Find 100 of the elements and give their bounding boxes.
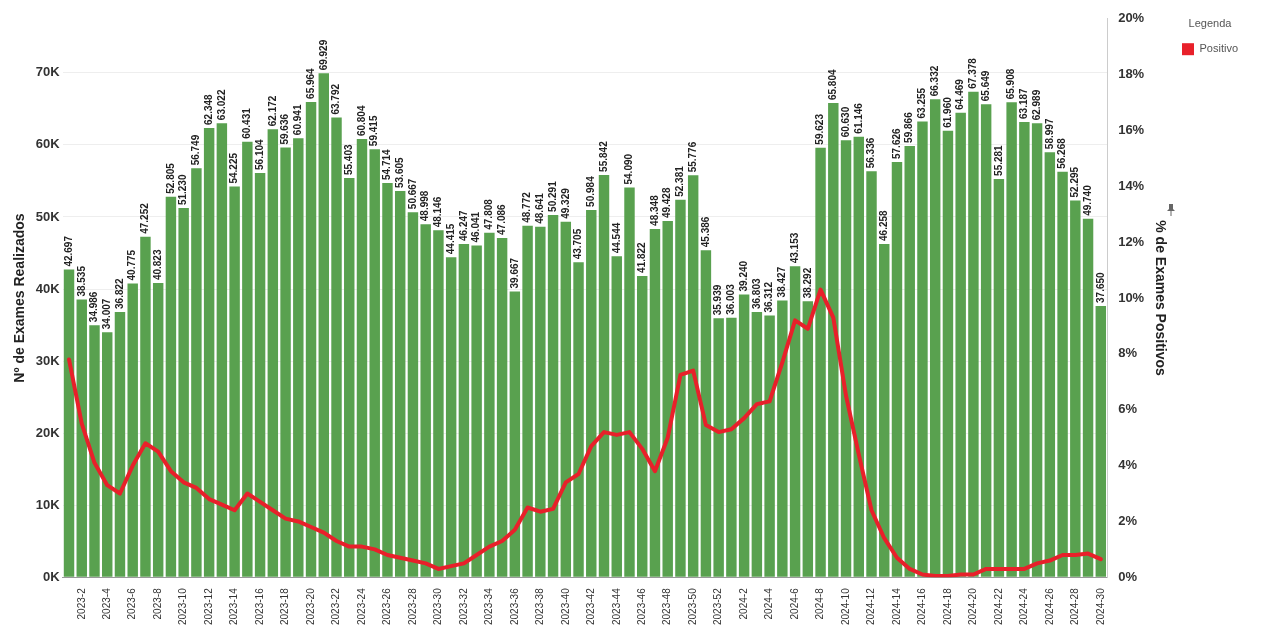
bar — [547, 214, 559, 577]
bar — [203, 127, 215, 577]
bar — [929, 99, 941, 577]
data-label: 48.998 — [419, 190, 431, 222]
data-label: 61.960 — [941, 96, 953, 128]
bar — [63, 269, 75, 577]
y2-tick-label: 18% — [1118, 66, 1145, 82]
bar — [535, 226, 546, 577]
bar — [1019, 121, 1030, 577]
bar — [114, 311, 126, 577]
legend-title: Legenda — [1188, 16, 1233, 29]
bar — [445, 257, 457, 577]
bar — [191, 168, 202, 577]
bar — [917, 121, 928, 577]
y2-tick-label: 14% — [1118, 177, 1145, 193]
x-tick-label: 2023-38 — [534, 587, 546, 625]
data-label: 56.336 — [865, 137, 877, 169]
x-tick-label: 2023-32 — [457, 587, 469, 625]
data-label: 60.804 — [355, 105, 367, 137]
bar — [76, 299, 87, 577]
bar — [229, 186, 240, 577]
bar — [356, 139, 368, 577]
bar — [904, 145, 915, 577]
bar — [662, 221, 673, 577]
bar — [879, 243, 890, 577]
data-label: 52.295 — [1069, 166, 1081, 198]
data-label: 55.842 — [597, 140, 609, 172]
data-label: 47.252 — [139, 202, 151, 234]
x-tick-label: 2024-30 — [1094, 587, 1106, 625]
x-tick-label: 2023-18 — [279, 587, 291, 625]
bar — [560, 221, 572, 577]
data-label: 55.281 — [992, 144, 1004, 176]
data-label: 54.090 — [623, 153, 635, 185]
bar — [751, 312, 763, 577]
bar — [496, 237, 508, 577]
data-label: 44.544 — [610, 222, 622, 254]
bar — [637, 275, 648, 577]
bar — [968, 91, 979, 577]
y2-tick-label: 12% — [1118, 233, 1145, 249]
data-label: 66.332 — [928, 65, 940, 97]
bar — [1057, 171, 1068, 577]
bar — [522, 225, 533, 577]
data-label: 64.469 — [954, 78, 966, 110]
data-label: 65.804 — [827, 69, 839, 101]
data-label: 59.636 — [279, 113, 291, 145]
y-tick-label: 70K — [35, 64, 61, 80]
x-tick-label: 2023-36 — [508, 587, 520, 625]
bar — [738, 294, 750, 577]
x-tick-label: 2023-44 — [610, 587, 622, 625]
bar — [573, 262, 584, 577]
x-tick-label: 2024-6 — [788, 587, 800, 620]
data-label: 62.348 — [202, 93, 214, 125]
bar — [891, 162, 903, 577]
bar — [267, 129, 279, 577]
bar — [764, 315, 775, 577]
y2-tick-label: 10% — [1118, 289, 1145, 305]
bar — [624, 187, 635, 577]
x-tick-label: 2024-16 — [916, 587, 928, 625]
bar — [700, 250, 712, 577]
bar — [598, 174, 610, 577]
y-tick-label: 40K — [35, 280, 61, 296]
y2-tick-label: 20% — [1118, 10, 1145, 26]
bar — [280, 147, 291, 577]
data-label: 36.803 — [750, 278, 762, 310]
data-label: 63.792 — [330, 83, 342, 115]
y-tick-label: 20K — [35, 424, 61, 440]
bar — [382, 183, 393, 577]
bar — [777, 300, 788, 577]
y-tick-label: 50K — [35, 208, 61, 224]
data-label: 40.775 — [126, 249, 138, 281]
x-tick-label: 2024-18 — [941, 587, 953, 625]
data-label: 36.822 — [113, 277, 125, 309]
data-label: 51.230 — [177, 174, 189, 206]
bar — [305, 101, 317, 577]
data-label: 50.984 — [585, 175, 597, 207]
bar — [942, 130, 954, 577]
data-label: 59.866 — [903, 111, 915, 143]
bar — [828, 103, 839, 577]
data-label: 54.225 — [228, 152, 240, 184]
data-label: 50.667 — [406, 178, 418, 210]
data-label: 49.740 — [1081, 184, 1093, 216]
data-label: 56.104 — [253, 138, 265, 170]
bar — [165, 196, 177, 577]
data-label: 45.386 — [699, 216, 711, 248]
data-label: 67.378 — [967, 57, 979, 89]
data-label: 38.292 — [801, 267, 813, 299]
x-tick-label: 2023-10 — [177, 587, 189, 625]
x-tick-label: 2023-42 — [585, 587, 597, 625]
data-label: 48.146 — [432, 196, 444, 228]
data-label: 52.805 — [164, 162, 176, 194]
bar — [254, 172, 266, 577]
data-label: 34.986 — [88, 291, 100, 323]
data-label: 47.808 — [483, 198, 495, 230]
data-label: 48.641 — [534, 192, 546, 224]
data-label: 59.623 — [814, 113, 826, 145]
bar — [484, 232, 495, 577]
x-tick-label: 2023-52 — [712, 587, 724, 625]
y2-tick-label: 16% — [1118, 122, 1145, 138]
bar — [1044, 152, 1056, 577]
data-label: 61.146 — [852, 102, 864, 134]
